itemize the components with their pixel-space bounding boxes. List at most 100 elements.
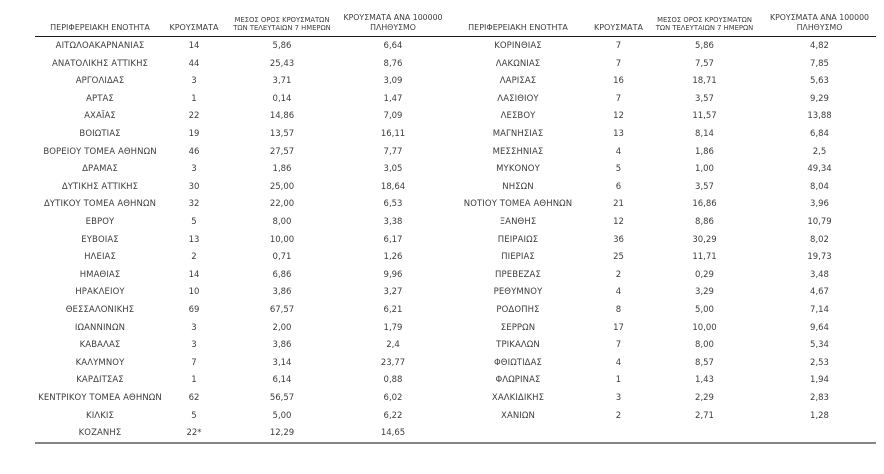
table-row: ΒΟΙΩΤΙΑΣ 19 13,57 16,11 ΜΑΓΝΗΣΙΑΣ 13 8,1… <box>35 125 876 143</box>
per100k-cell-right: 8,02 <box>810 234 829 245</box>
header-region-right: ΠΕΡΙΦΕΡΕΙΑΚΗ ΕΝΟΤΗΤΑ <box>445 13 591 38</box>
region-cell-right: ΡΕΘΥΜΝΟΥ <box>493 287 543 298</box>
cases-cell-right: 6 <box>615 181 622 192</box>
region-cell-left: ΑΙΤΩΛΟΑΚΑΡΝΑΝΙΑΣ <box>55 41 145 52</box>
avg7-cell-right: 0,29 <box>695 269 714 280</box>
cases-cell-left: 22* <box>186 428 202 439</box>
per100k-cell-left: 1,79 <box>383 322 403 333</box>
region-cell-left: ΑΡΓΟΛΙΔΑΣ <box>75 76 125 87</box>
header-avg7-left-line2: ΤΩΝ ΤΕΛΕΥΤΑΙΩΝ 7 ΗΜΕΡΩΝ <box>233 24 331 33</box>
table-row: ΗΡΑΚΛΕΙΟΥ 10 3,86 3,27 ΡΕΘΥΜΝΟΥ 4 3,29 4… <box>35 284 876 302</box>
region-cell-left: ΑΧΑΪΑΣ <box>84 111 116 122</box>
avg7-cell-left: 5,00 <box>272 410 292 421</box>
region-cell-left: ΔΡΑΜΑΣ <box>82 164 118 175</box>
avg7-cell-right: 8,86 <box>695 216 714 227</box>
avg7-cell-right: 1,00 <box>695 164 714 175</box>
table-row: ΚΕΝΤΡΙΚΟΥ ΤΟΜΕΑ ΑΘΗΝΩΝ 62 56,57 6,02 ΧΑΛ… <box>35 389 876 407</box>
avg7-cell-left: 8,00 <box>272 216 292 227</box>
cases-cell-right: 1 <box>615 375 622 386</box>
per100k-cell-right: 13,88 <box>807 111 832 122</box>
per100k-cell-left: 18,64 <box>380 181 406 192</box>
cases-cell-left: 19 <box>188 129 200 140</box>
per100k-cell-right: 3,96 <box>810 199 829 210</box>
avg7-cell-right: 5,00 <box>695 304 714 315</box>
region-cell-right <box>445 424 591 443</box>
table-body: ΑΙΤΩΛΟΑΚΑΡΝΑΝΙΑΣ 14 5,86 6,64 ΚΟΡΙΝΘΙΑΣ … <box>35 37 876 443</box>
cases-cell-left: 7 <box>191 357 197 368</box>
cases-cell-right: 3 <box>615 392 622 403</box>
table-row: ΚΑΛΥΜΝΟΥ 7 3,14 23,77 ΦΘΙΩΤΙΔΑΣ 4 8,57 2… <box>35 354 876 372</box>
table-row: ΑΡΓΟΛΙΔΑΣ 3 3,71 3,09 ΛΑΡΙΣΑΣ 16 18,71 5… <box>35 72 876 90</box>
avg7-cell-right: 5,86 <box>695 41 714 52</box>
cases-cell-right: 4 <box>615 287 622 298</box>
per100k-cell-right: 1,28 <box>810 410 829 421</box>
avg7-cell-right: 3,57 <box>695 93 714 104</box>
per100k-cell-right: 5,63 <box>810 76 829 87</box>
region-cell-left: ΔΥΤΙΚΗΣ ΑΤΤΙΚΗΣ <box>61 181 139 192</box>
region-cell-left: ΔΥΤΙΚΟΥ ΤΟΜΕΑ ΑΘΗΝΩΝ <box>43 199 157 210</box>
table-row: ΑΧΑΪΑΣ 22 14,86 7,09 ΛΕΣΒΟΥ 12 11,57 13,… <box>35 108 876 126</box>
table-header-row: ΠΕΡΙΦΕΡΕΙΑΚΗ ΕΝΟΤΗΤΑ ΚΡΟΥΣΜΑΤΑ ΜΕΣΟΣ ΟΡΟ… <box>35 13 876 38</box>
cases-cell-right: 12 <box>613 216 624 227</box>
cases-cell-right: 7 <box>615 58 622 69</box>
cases-cell-left: 14 <box>188 269 200 280</box>
table-row: ΒΟΡΕΙΟΥ ΤΟΜΕΑ ΑΘΗΝΩΝ 46 27,57 7,77 ΜΕΣΣΗ… <box>35 143 876 161</box>
per100k-cell-right: 4,82 <box>810 41 829 52</box>
per100k-cell-right: 7,14 <box>810 304 829 315</box>
cases-cell-right: 25 <box>613 252 624 263</box>
per100k-cell-left: 3,09 <box>383 76 403 87</box>
table-row: ΚΟΖΑΝΗΣ 22* 12,29 14,65 <box>35 424 876 443</box>
avg7-cell-left: 56,57 <box>269 392 295 403</box>
header-avg7-left-line1: ΜΕΣΟΣ ΟΡΟΣ ΚΡΟΥΣΜΑΤΩΝ <box>234 15 330 24</box>
cases-cell-left: 1 <box>191 375 197 386</box>
header-avg7-right-line2: ΤΩΝ ΤΕΛΕΥΤΑΙΩΝ 7 ΗΜΕΡΩΝ <box>655 24 754 33</box>
region-cell-right: ΦΛΩΡΙΝΑΣ <box>495 375 541 386</box>
cases-cell-left: 3 <box>191 340 197 351</box>
region-cell-left: ΚΑΒΑΛΑΣ <box>79 340 121 351</box>
avg7-cell-left: 67,57 <box>269 304 295 315</box>
per100k-cell-left: 9,96 <box>383 269 403 280</box>
cases-cell-left: 62 <box>188 392 200 403</box>
header-per100k-left-line1: ΚΡΟΥΣΜΑΤΑ ΑΝΑ 100000 <box>343 13 443 22</box>
avg7-cell-right: 11,71 <box>692 252 717 263</box>
header-per100k-right: ΚΡΟΥΣΜΑΤΑ ΑΝΑ 100000 ΠΛΗΘΥΣΜΟ <box>763 13 876 38</box>
region-cell-left: ΕΥΒΟΙΑΣ <box>81 234 119 245</box>
per100k-cell-left: 7,09 <box>383 111 403 122</box>
header-per100k-right-line1: ΚΡΟΥΣΜΑΤΑ ΑΝΑ 100000 <box>769 13 870 22</box>
avg7-cell-right: 10,00 <box>692 322 717 333</box>
avg7-cell-right: 30,29 <box>692 234 717 245</box>
report-page: ΠΕΡΙΦΕΡΕΙΑΚΗ ΕΝΟΤΗΤΑ ΚΡΟΥΣΜΑΤΑ ΜΕΣΟΣ ΟΡΟ… <box>35 13 876 444</box>
region-cell-left: ΑΝΑΤΟΛΙΚΗΣ ΑΤΤΙΚΗΣ <box>51 58 149 69</box>
avg7-cell-left: 3,86 <box>272 340 292 351</box>
cases-cell-right: 17 <box>613 322 624 333</box>
cases-cell-right: 4 <box>615 357 622 368</box>
region-cell-right: ΝΗΣΩΝ <box>502 181 534 192</box>
region-cell-right: ΛΑΣΙΘΙΟΥ <box>497 93 539 104</box>
header-per100k-left: ΚΡΟΥΣΜΑΤΑ ΑΝΑ 100000 ΠΛΗΘΥΣΜΟ <box>341 13 445 38</box>
table-row: ΔΥΤΙΚΟΥ ΤΟΜΕΑ ΑΘΗΝΩΝ 32 22,00 6,53 ΝΟΤΙΟ… <box>35 196 876 214</box>
header-avg7-right: ΜΕΣΟΣ ΟΡΟΣ ΚΡΟΥΣΜΑΤΩΝ ΤΩΝ ΤΕΛΕΥΤΑΙΩΝ 7 Η… <box>646 13 763 38</box>
avg7-cell-right: 8,00 <box>695 340 714 351</box>
region-cell-left: ΒΟΡΕΙΟΥ ΤΟΜΕΑ ΑΘΗΝΩΝ <box>43 146 157 157</box>
avg7-cell-left: 3,71 <box>272 76 292 87</box>
cases-cell-left: 14 <box>188 41 200 52</box>
region-cell-right: ΦΘΙΩΤΙΔΑΣ <box>494 357 542 368</box>
region-cell-right: ΧΑΝΙΩΝ <box>501 410 535 421</box>
cases-cell-left: 32 <box>188 199 200 210</box>
region-cell-left: ΚΑΛΥΜΝΟΥ <box>75 357 125 368</box>
avg7-cell-left: 0,71 <box>272 252 292 263</box>
per100k-cell-right: 49,34 <box>807 164 832 175</box>
per100k-cell-left: 6,21 <box>383 304 403 315</box>
region-cell-left: ΙΩΑΝΝΙΝΩΝ <box>74 322 126 333</box>
header-per100k-left-line2: ΠΛΗΘΥΣΜΟ <box>370 23 416 33</box>
per100k-cell-right: 8,04 <box>810 181 829 192</box>
per100k-cell-right: 4,67 <box>810 287 829 298</box>
avg7-cell-right: 3,57 <box>695 181 714 192</box>
avg7-cell-left: 2,00 <box>272 322 292 333</box>
region-cell-right: ΧΑΛΚΙΔΙΚΗΣ <box>491 392 545 403</box>
avg7-cell-left: 25,00 <box>269 181 295 192</box>
avg7-cell-left: 14,86 <box>269 111 295 122</box>
region-cell-left: ΘΕΣΣΑΛΟΝΙΚΗΣ <box>65 304 135 315</box>
cases-cell-right: 7 <box>615 41 622 52</box>
region-cell-right: ΛΑΚΩΝΙΑΣ <box>495 58 541 69</box>
